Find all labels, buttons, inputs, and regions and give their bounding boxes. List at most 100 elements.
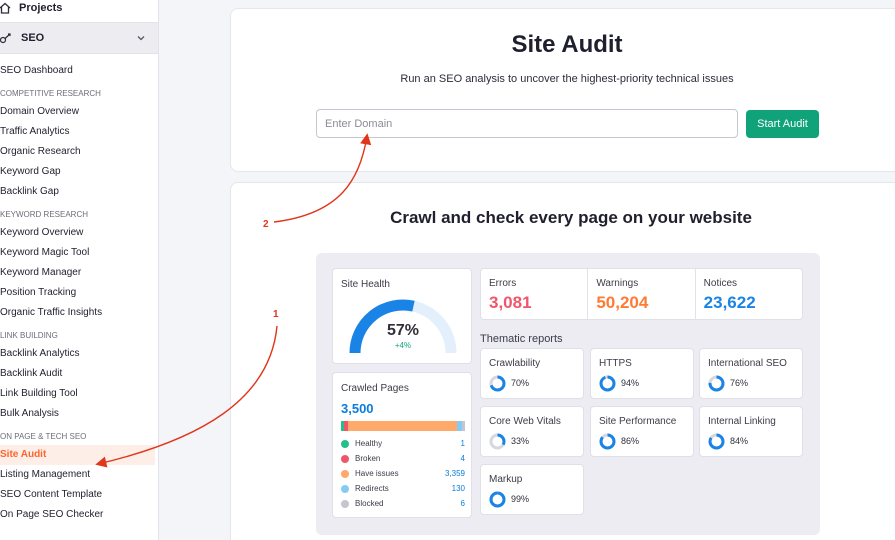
sidebar-item-bulk-analysis[interactable]: Bulk Analysis: [0, 408, 59, 419]
sidebar-item-link-building-tool[interactable]: Link Building Tool: [0, 388, 78, 399]
thematic-tile-internal-linking[interactable]: Internal Linking 84%: [699, 406, 803, 457]
stat-notices-label: Notices: [703, 278, 738, 289]
stat-warnings-label: Warnings: [596, 278, 639, 289]
thematic-tile-international-seo[interactable]: International SEO 76%: [699, 348, 803, 399]
thematic-tile-label: Crawlability: [489, 358, 541, 369]
thematic-tile-markup[interactable]: Markup 99%: [480, 464, 584, 515]
legend-dot: [341, 484, 349, 493]
bar-segment-blocked: [461, 421, 465, 431]
thematic-tile-label: Core Web Vitals: [489, 416, 561, 427]
crawled-pages-box: Crawled Pages 3,500 Healthy 1 Broken 4 Have …: [332, 372, 472, 518]
sidebar-item-listing-management[interactable]: Listing Management: [0, 469, 91, 480]
sidebar-item-site-audit[interactable]: Site Audit: [0, 445, 155, 465]
page-title: Site Audit: [511, 31, 623, 58]
stat-warnings-value: 50,204: [596, 293, 649, 312]
nav-seo-label: SEO: [21, 32, 45, 44]
thematic-tile-percent: 99%: [511, 494, 530, 504]
bar-segment-broken: [344, 421, 348, 431]
sidebar-item-backlink-analytics[interactable]: Backlink Analytics: [0, 348, 80, 359]
crawled-pages-bar: [341, 421, 465, 431]
thematic-tile-label: Markup: [489, 474, 523, 485]
legend-row-have-issues[interactable]: Have issues 3,359: [341, 466, 465, 481]
annotation-1: 1: [273, 309, 279, 320]
legend-row-broken[interactable]: Broken 4: [341, 451, 465, 466]
seo-icon: [0, 31, 13, 45]
sidebar-item-on-page-seo-checker[interactable]: On Page SEO Checker: [0, 509, 104, 520]
progress-ring-icon: [708, 433, 725, 450]
sidebar-item-organic-research[interactable]: Organic Research: [0, 146, 81, 157]
sidebar: Projects SEO SEO Dashboard COMPETITIVE R…: [0, 0, 159, 540]
legend-dot: [341, 499, 349, 508]
sidebar-item-backlink-gap[interactable]: Backlink Gap: [0, 186, 59, 197]
sidebar-item-backlink-audit[interactable]: Backlink Audit: [0, 368, 63, 379]
chevron-down-icon[interactable]: [136, 33, 146, 43]
sidebar-item-keyword-magic-tool[interactable]: Keyword Magic Tool: [0, 247, 90, 258]
sidebar-item-keyword-manager[interactable]: Keyword Manager: [0, 267, 82, 278]
crawled-pages-label: Crawled Pages: [341, 383, 409, 394]
legend-label: Broken: [355, 454, 381, 463]
legend-row-blocked[interactable]: Blocked 6: [341, 496, 465, 511]
domain-input[interactable]: [316, 109, 738, 138]
progress-ring-icon: [489, 375, 506, 392]
thematic-tile-label: HTTPS: [599, 358, 632, 369]
stat-errors[interactable]: Errors 3,081: [481, 269, 587, 319]
thematic-tile-percent: 33%: [511, 436, 530, 446]
sidebar-item-seo-content-template[interactable]: SEO Content Template: [0, 489, 103, 500]
thematic-tile-site-performance[interactable]: Site Performance 86%: [590, 406, 694, 457]
crawl-heading: Crawl and check every page on your websi…: [390, 208, 752, 227]
sidebar-section-on-page-tech-seo: ON PAGE & TECH SEO: [0, 432, 87, 441]
nav-seo[interactable]: SEO: [0, 22, 158, 54]
page-subtitle: Run an SEO analysis to uncover the highe…: [400, 73, 734, 85]
crawled-pages-total: 3,500: [341, 401, 374, 416]
home-icon: [0, 1, 12, 15]
stat-warnings[interactable]: Warnings 50,204: [587, 269, 694, 319]
nav-projects[interactable]: Projects: [0, 0, 158, 16]
start-audit-button[interactable]: Start Audit: [746, 110, 819, 138]
legend-count[interactable]: 130: [451, 484, 465, 493]
sidebar-item-domain-overview[interactable]: Domain Overview: [0, 106, 79, 117]
thematic-tile-percent: 94%: [621, 378, 640, 388]
sidebar-item-traffic-analytics[interactable]: Traffic Analytics: [0, 126, 70, 137]
sidebar-item-seo-dashboard[interactable]: SEO Dashboard: [0, 65, 73, 76]
legend-count[interactable]: 1: [460, 439, 465, 448]
annotation-2: 2: [263, 219, 269, 230]
bar-segment-redirects: [457, 421, 462, 431]
sidebar-item-position-tracking[interactable]: Position Tracking: [0, 287, 77, 298]
sidebar-section-link-building: LINK BUILDING: [0, 331, 58, 340]
sidebar-item-keyword-gap[interactable]: Keyword Gap: [0, 166, 61, 177]
legend-row-healthy[interactable]: Healthy 1: [341, 436, 465, 451]
thematic-tile-percent: 86%: [621, 436, 640, 446]
legend-count[interactable]: 3,359: [444, 469, 465, 478]
site-health-delta: +4%: [394, 341, 412, 350]
thematic-tile-label: Internal Linking: [708, 416, 776, 427]
legend-count[interactable]: 6: [460, 499, 465, 508]
legend-dot: [341, 454, 349, 463]
legend-dot: [341, 439, 349, 448]
site-audit-card: Site Audit Run an SEO analysis to uncove…: [230, 8, 895, 172]
audit-preview-panel: Site Health 57% +4% Crawled Pages 3,500 …: [316, 253, 820, 535]
thematic-tile-label: International SEO: [708, 358, 787, 369]
progress-ring-icon: [599, 433, 616, 450]
stat-notices[interactable]: Notices 23,622: [694, 269, 802, 319]
legend-label: Healthy: [355, 439, 383, 448]
thematic-tile-https[interactable]: HTTPS 94%: [590, 348, 694, 399]
stat-notices-value: 23,622: [703, 293, 756, 312]
site-health-value: 57%: [386, 322, 420, 339]
thematic-reports-title: Thematic reports: [480, 333, 563, 345]
thematic-tile-core-web-vitals[interactable]: Core Web Vitals 33%: [480, 406, 584, 457]
legend-count[interactable]: 4: [460, 454, 465, 463]
bar-segment-healthy: [341, 421, 345, 431]
progress-ring-icon: [489, 491, 506, 508]
thematic-tile-percent: 84%: [730, 436, 749, 446]
thematic-tile-crawlability[interactable]: Crawlability 70%: [480, 348, 584, 399]
sidebar-item-keyword-overview[interactable]: Keyword Overview: [0, 227, 84, 238]
stat-errors-value: 3,081: [489, 293, 532, 312]
site-health-gauge: [349, 299, 457, 354]
sidebar-item-organic-traffic-insights[interactable]: Organic Traffic Insights: [0, 307, 103, 318]
thematic-tile-percent: 76%: [730, 378, 749, 388]
sidebar-menu: SEO Dashboard COMPETITIVE RESEARCH Domain…: [0, 61, 158, 525]
thematic-tile-label: Site Performance: [599, 416, 677, 427]
progress-ring-icon: [708, 375, 725, 392]
bar-segment-have-issues: [347, 421, 458, 431]
legend-row-redirects[interactable]: Redirects 130: [341, 481, 465, 496]
